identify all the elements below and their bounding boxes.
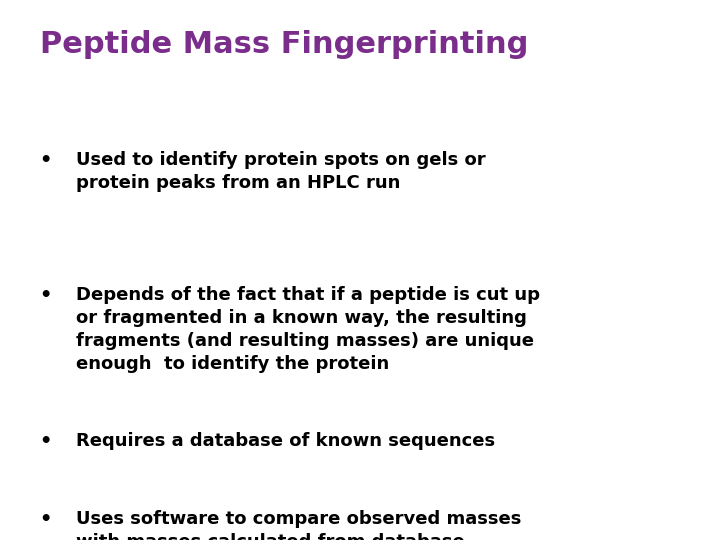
Text: Depends of the fact that if a peptide is cut up
or fragmented in a known way, th: Depends of the fact that if a peptide is… xyxy=(76,286,539,373)
Text: Requires a database of known sequences: Requires a database of known sequences xyxy=(76,432,495,450)
Text: •: • xyxy=(40,151,52,170)
Text: •: • xyxy=(40,432,52,451)
Text: •: • xyxy=(40,286,52,305)
Text: •: • xyxy=(40,510,52,529)
Text: Used to identify protein spots on gels or
protein peaks from an HPLC run: Used to identify protein spots on gels o… xyxy=(76,151,485,192)
Text: Peptide Mass Fingerprinting: Peptide Mass Fingerprinting xyxy=(40,30,528,59)
Text: Uses software to compare observed masses
with masses calculated from database: Uses software to compare observed masses… xyxy=(76,510,521,540)
